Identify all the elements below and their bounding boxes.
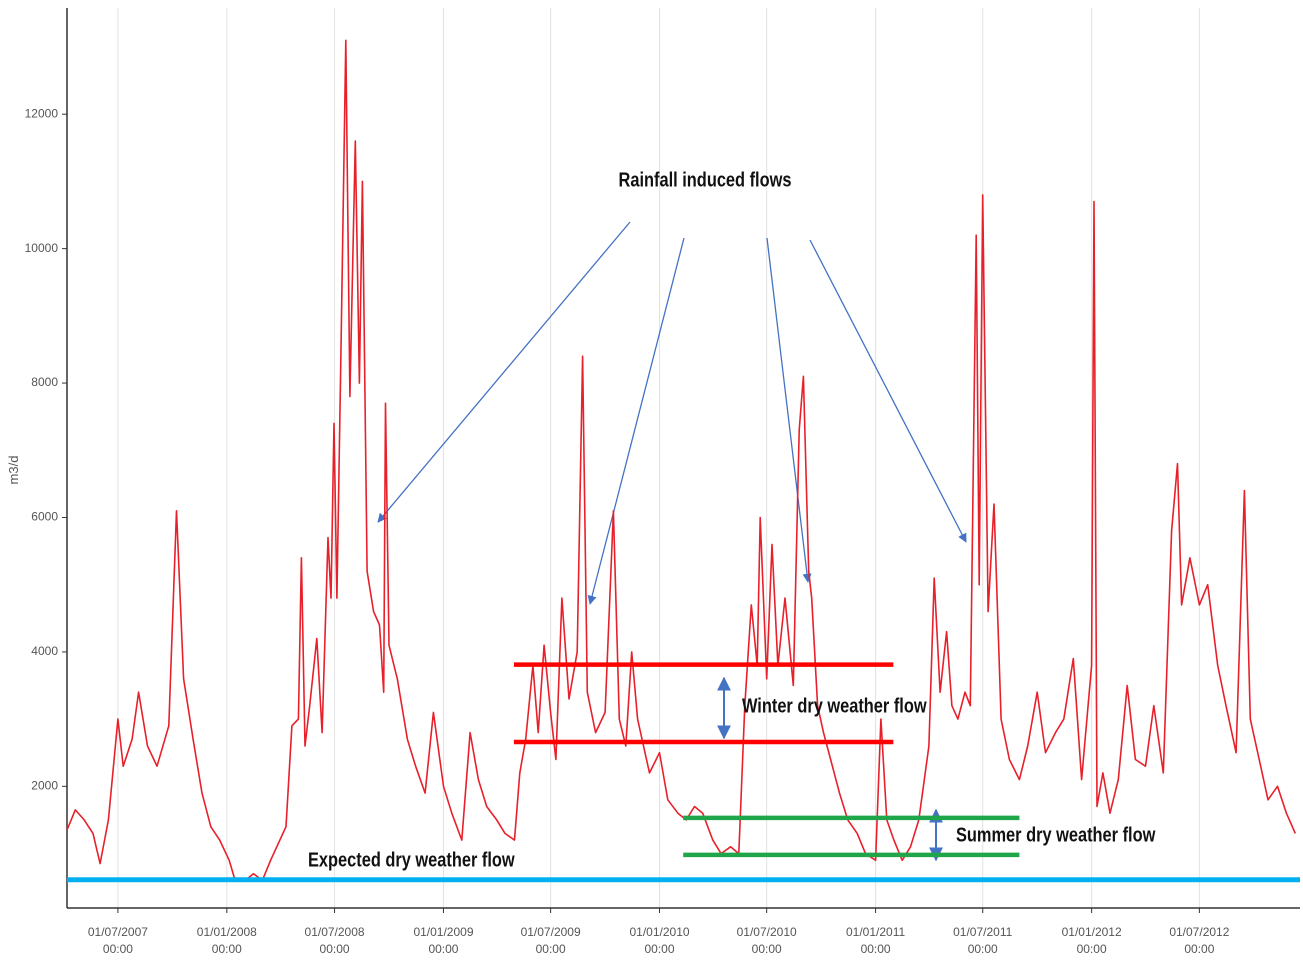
x-tick-label: 01/01/2010 00:00 (629, 925, 690, 956)
x-tick-label: 01/07/2012 00:00 (1169, 925, 1230, 956)
y-tick-label: 6000 (31, 510, 58, 524)
x-tick-label: 01/07/2008 00:00 (304, 925, 365, 956)
x-tick-label: 01/07/2010 00:00 (736, 925, 797, 956)
y-tick-label: 2000 (31, 779, 58, 793)
x-tick-label: 01/01/2009 00:00 (413, 925, 474, 956)
x-tick-label: 01/07/2011 00:00 (953, 925, 1013, 956)
annotation: Winter dry weather flow (742, 694, 927, 717)
y-tick-label: 4000 (31, 644, 58, 658)
y-tick-label: 10000 (25, 241, 59, 255)
y-tick-label: 8000 (31, 375, 58, 389)
annotation: Summer dry weather flow (956, 823, 1156, 846)
annotation: Expected dry weather flow (308, 848, 515, 871)
arrows (377, 221, 967, 862)
y-tick-label: 12000 (25, 106, 59, 120)
data-line (66, 39, 1297, 882)
x-tick-label: 01/07/2009 00:00 (520, 925, 581, 956)
x-tick-label: 01/07/2007 00:00 (87, 925, 148, 956)
y-axis-label: m3/d (6, 456, 21, 485)
grid (117, 8, 1200, 908)
x-tick-label: 01/01/2011 00:00 (845, 925, 906, 956)
x-tick-label: 01/01/2008 00:00 (196, 925, 257, 956)
x-tick-label: 01/01/2012 00:00 (1061, 925, 1122, 956)
annotation: Rainfall induced flows (619, 168, 792, 191)
